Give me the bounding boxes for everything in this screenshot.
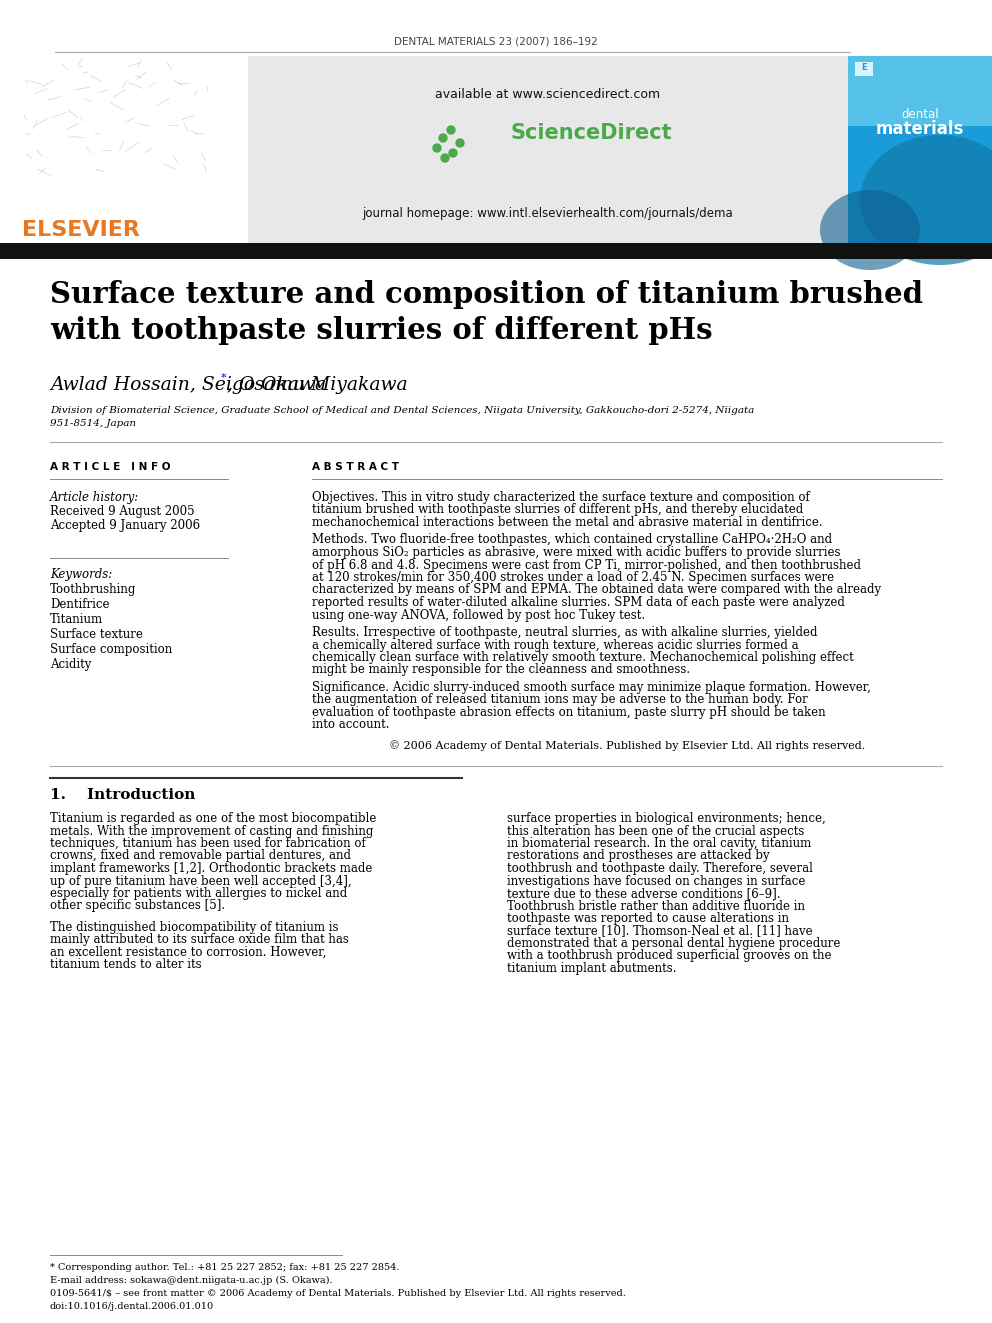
Text: characterized by means of SPM and EPMA. The obtained data were compared with the: characterized by means of SPM and EPMA. … xyxy=(312,583,881,597)
Text: dental: dental xyxy=(901,108,938,120)
Text: Surface texture and composition of titanium brushed: Surface texture and composition of titan… xyxy=(50,280,923,310)
Text: other specific substances [5].: other specific substances [5]. xyxy=(50,900,225,913)
Text: © 2006 Academy of Dental Materials. Published by Elsevier Ltd. All rights reserv: © 2006 Academy of Dental Materials. Publ… xyxy=(389,740,865,750)
Text: using one-way ANOVA, followed by post hoc Tukey test.: using one-way ANOVA, followed by post ho… xyxy=(312,609,645,622)
Text: 1.    Introduction: 1. Introduction xyxy=(50,789,195,802)
Text: Objectives. This in vitro study characterized the surface texture and compositio: Objectives. This in vitro study characte… xyxy=(312,491,809,504)
Circle shape xyxy=(439,134,447,142)
Text: texture due to these adverse conditions [6–9].: texture due to these adverse conditions … xyxy=(507,886,781,900)
Text: 951-8514, Japan: 951-8514, Japan xyxy=(50,419,136,429)
Text: titanium brushed with toothpaste slurries of different pHs, and thereby elucidat: titanium brushed with toothpaste slurrie… xyxy=(312,504,804,516)
Text: Titanium is regarded as one of the most biocompatible: Titanium is regarded as one of the most … xyxy=(50,812,376,826)
Text: mainly attributed to its surface oxide film that has: mainly attributed to its surface oxide f… xyxy=(50,934,349,946)
Text: materials: materials xyxy=(876,120,964,138)
Text: at 120 strokes/min for 350,400 strokes under a load of 2.45 N. Specimen surfaces: at 120 strokes/min for 350,400 strokes u… xyxy=(312,572,834,583)
Text: doi:10.1016/j.dental.2006.01.010: doi:10.1016/j.dental.2006.01.010 xyxy=(50,1302,214,1311)
Text: surface texture [10]. Thomson-Neal et al. [11] have: surface texture [10]. Thomson-Neal et al… xyxy=(507,925,812,938)
Text: surface properties in biological environments; hence,: surface properties in biological environ… xyxy=(507,812,825,826)
Text: crowns, fixed and removable partial dentures, and: crowns, fixed and removable partial dent… xyxy=(50,849,351,863)
Text: a chemically altered surface with rough texture, whereas acidic slurries formed : a chemically altered surface with rough … xyxy=(312,639,799,651)
Text: with a toothbrush produced superficial grooves on the: with a toothbrush produced superficial g… xyxy=(507,950,831,963)
Text: The distinguished biocompatibility of titanium is: The distinguished biocompatibility of ti… xyxy=(50,921,338,934)
Text: Keywords:: Keywords: xyxy=(50,568,112,581)
Text: DENTAL MATERIALS 23 (2007) 186–192: DENTAL MATERIALS 23 (2007) 186–192 xyxy=(394,36,598,46)
Text: this alteration has been one of the crucial aspects: this alteration has been one of the cruc… xyxy=(507,824,805,837)
Text: E: E xyxy=(861,64,867,71)
Text: metals. With the improvement of casting and finishing: metals. With the improvement of casting … xyxy=(50,824,373,837)
Text: evaluation of toothpaste abrasion effects on titanium, paste slurry pH should be: evaluation of toothpaste abrasion effect… xyxy=(312,706,825,718)
Circle shape xyxy=(456,139,464,147)
Text: , Osamu Miyakawa: , Osamu Miyakawa xyxy=(227,376,408,394)
Text: E-mail address: sokawa@dent.niigata-u.ac.jp (S. Okawa).: E-mail address: sokawa@dent.niigata-u.ac… xyxy=(50,1275,332,1285)
Text: *: * xyxy=(220,373,226,382)
Bar xyxy=(848,56,992,126)
Text: * Corresponding author. Tel.: +81 25 227 2852; fax: +81 25 227 2854.: * Corresponding author. Tel.: +81 25 227… xyxy=(50,1263,400,1271)
Text: Acidity: Acidity xyxy=(50,658,91,671)
Text: Toothbrush bristle rather than additive fluoride in: Toothbrush bristle rather than additive … xyxy=(507,900,805,913)
Text: an excellent resistance to corrosion. However,: an excellent resistance to corrosion. Ho… xyxy=(50,946,326,959)
Circle shape xyxy=(447,126,455,134)
Text: reported results of water-diluted alkaline slurries. SPM data of each paste were: reported results of water-diluted alkali… xyxy=(312,595,845,609)
Text: especially for patients with allergies to nickel and: especially for patients with allergies t… xyxy=(50,886,347,900)
Bar xyxy=(855,62,873,75)
Text: up of pure titanium have been well accepted [3,4],: up of pure titanium have been well accep… xyxy=(50,875,351,888)
Text: toothbrush and toothpaste daily. Therefore, several: toothbrush and toothpaste daily. Therefo… xyxy=(507,863,812,875)
Text: amorphous SiO₂ particles as abrasive, were mixed with acidic buffers to provide : amorphous SiO₂ particles as abrasive, we… xyxy=(312,546,840,560)
Circle shape xyxy=(449,149,457,157)
Text: demonstrated that a personal dental hygiene procedure: demonstrated that a personal dental hygi… xyxy=(507,937,840,950)
Text: Dentifrice: Dentifrice xyxy=(50,598,109,611)
Text: Division of Biomaterial Science, Graduate School of Medical and Dental Sciences,: Division of Biomaterial Science, Graduat… xyxy=(50,406,754,415)
Text: A R T I C L E   I N F O: A R T I C L E I N F O xyxy=(50,462,171,472)
Text: Article history:: Article history: xyxy=(50,491,139,504)
Text: with toothpaste slurries of different pHs: with toothpaste slurries of different pH… xyxy=(50,316,712,345)
Text: titanium tends to alter its: titanium tends to alter its xyxy=(50,958,201,971)
Circle shape xyxy=(441,153,449,161)
Text: A B S T R A C T: A B S T R A C T xyxy=(312,462,399,472)
Text: ScienceDirect: ScienceDirect xyxy=(510,123,672,143)
Bar xyxy=(0,243,992,259)
Text: 0109-5641/$ – see front matter © 2006 Academy of Dental Materials. Published by : 0109-5641/$ – see front matter © 2006 Ac… xyxy=(50,1289,626,1298)
Bar xyxy=(848,56,992,243)
Text: Significance. Acidic slurry-induced smooth surface may minimize plaque formation: Significance. Acidic slurry-induced smoo… xyxy=(312,681,871,695)
Circle shape xyxy=(433,144,441,152)
Text: the augmentation of released titanium ions may be adverse to the human body. For: the augmentation of released titanium io… xyxy=(312,693,807,706)
Text: Methods. Two fluoride-free toothpastes, which contained crystalline CaHPO₄·2H₂O : Methods. Two fluoride-free toothpastes, … xyxy=(312,533,832,546)
Text: ELSEVIER: ELSEVIER xyxy=(22,220,140,239)
Text: restorations and prostheses are attacked by: restorations and prostheses are attacked… xyxy=(507,849,770,863)
Text: Surface composition: Surface composition xyxy=(50,643,173,656)
Text: investigations have focused on changes in surface: investigations have focused on changes i… xyxy=(507,875,806,888)
Text: available at www.sciencedirect.com: available at www.sciencedirect.com xyxy=(435,89,661,101)
Bar xyxy=(0,56,248,243)
Text: of pH 6.8 and 4.8. Specimens were cast from CP Ti, mirror-polished, and then too: of pH 6.8 and 4.8. Specimens were cast f… xyxy=(312,558,861,572)
Text: Titanium: Titanium xyxy=(50,613,103,626)
Text: journal homepage: www.intl.elsevierhealth.com/journals/dema: journal homepage: www.intl.elsevierhealt… xyxy=(363,206,733,220)
Text: mechanochemical interactions between the metal and abrasive material in dentifri: mechanochemical interactions between the… xyxy=(312,516,822,529)
Bar xyxy=(248,56,848,243)
Text: Toothbrushing: Toothbrushing xyxy=(50,583,136,595)
Text: techniques, titanium has been used for fabrication of: techniques, titanium has been used for f… xyxy=(50,837,366,849)
Text: Received 9 August 2005: Received 9 August 2005 xyxy=(50,505,194,519)
Text: might be mainly responsible for the cleanness and smoothness.: might be mainly responsible for the clea… xyxy=(312,664,690,676)
Text: chemically clean surface with relatively smooth texture. Mechanochemical polishi: chemically clean surface with relatively… xyxy=(312,651,854,664)
Text: toothpaste was reported to cause alterations in: toothpaste was reported to cause alterat… xyxy=(507,912,789,925)
Ellipse shape xyxy=(860,135,992,265)
Bar xyxy=(0,56,992,243)
Text: Surface texture: Surface texture xyxy=(50,628,143,642)
Text: Accepted 9 January 2006: Accepted 9 January 2006 xyxy=(50,519,200,532)
Text: into account.: into account. xyxy=(312,718,390,732)
Text: in biomaterial research. In the oral cavity, titanium: in biomaterial research. In the oral cav… xyxy=(507,837,811,849)
Ellipse shape xyxy=(820,191,920,270)
Text: Awlad Hossain, Seigo Okawa: Awlad Hossain, Seigo Okawa xyxy=(50,376,326,394)
Text: implant frameworks [1,2]. Orthodontic brackets made: implant frameworks [1,2]. Orthodontic br… xyxy=(50,863,372,875)
Text: Results. Irrespective of toothpaste, neutral slurries, as with alkaline slurries: Results. Irrespective of toothpaste, neu… xyxy=(312,626,817,639)
Text: titanium implant abutments.: titanium implant abutments. xyxy=(507,962,677,975)
